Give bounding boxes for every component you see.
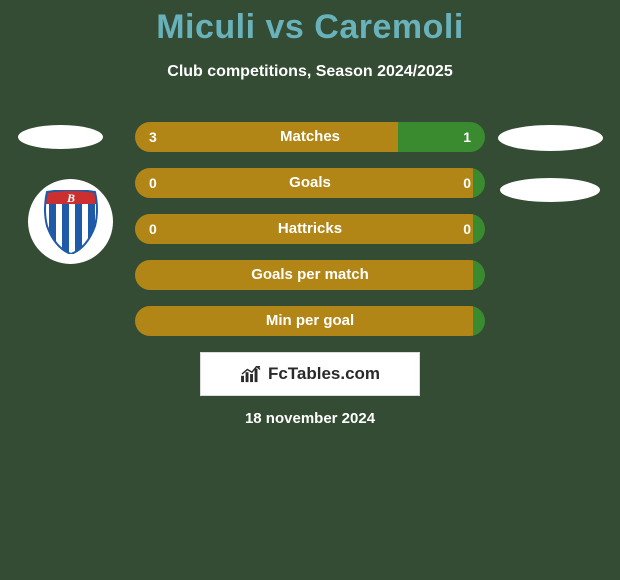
snapshot-date: 18 november 2024 xyxy=(0,410,620,427)
player-left-name: Miculi xyxy=(156,8,255,46)
comparison-card: Miculi vs Caremoli Club competitions, Se… xyxy=(0,0,620,580)
stat-label: Goals per match xyxy=(135,260,485,290)
club-badge: B xyxy=(28,179,113,264)
decorative-ellipse-right-bottom xyxy=(500,178,600,202)
stat-row: Hattricks00 xyxy=(135,214,485,244)
page-title: Miculi vs Caremoli xyxy=(0,0,620,47)
player-right-name: Caremoli xyxy=(314,8,464,46)
stat-label: Goals xyxy=(135,168,485,198)
decorative-ellipse-right-top xyxy=(498,125,603,151)
club-crest-icon: B xyxy=(43,190,99,254)
stat-label: Hattricks xyxy=(135,214,485,244)
chart-icon xyxy=(240,365,262,383)
title-vs: vs xyxy=(256,8,315,46)
stat-label: Matches xyxy=(135,122,485,152)
stat-row: Goals00 xyxy=(135,168,485,198)
stat-row: Matches31 xyxy=(135,122,485,152)
decorative-ellipse-left xyxy=(18,125,103,149)
fctables-link[interactable]: FcTables.com xyxy=(200,352,420,396)
subtitle: Club competitions, Season 2024/2025 xyxy=(0,63,620,81)
stat-rows: Matches31 Goals00 Hattricks00 Goals per mat… xyxy=(135,122,485,352)
stat-label: Min per goal xyxy=(135,306,485,336)
brand-text: FcTables.com xyxy=(268,364,380,384)
stat-row: Goals per match xyxy=(135,260,485,290)
svg-text:B: B xyxy=(65,191,74,205)
stat-row: Min per goal xyxy=(135,306,485,336)
